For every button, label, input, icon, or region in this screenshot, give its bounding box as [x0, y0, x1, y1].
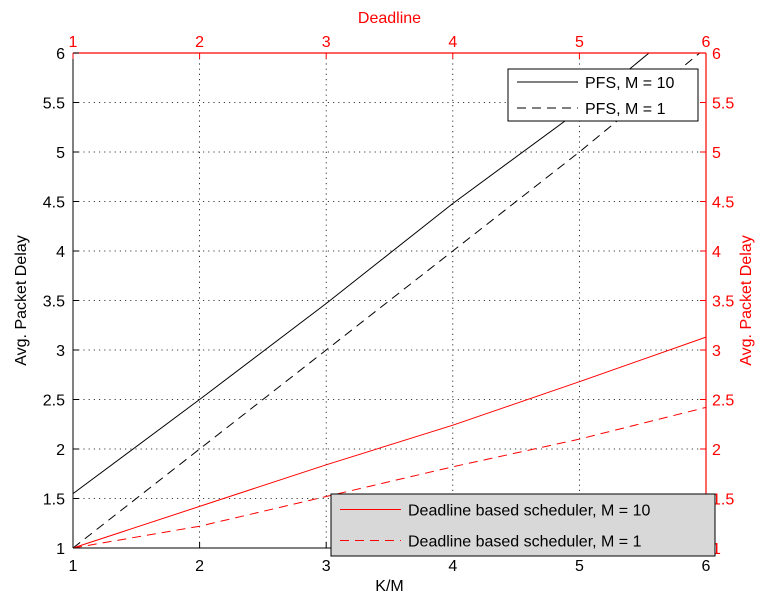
- y-axis-label: Avg. Packet Delay: [13, 235, 30, 365]
- legend-entry-label: PFS, M = 1: [585, 101, 666, 118]
- y-tick-label: 3.5: [43, 294, 65, 311]
- y-tick-label: 6: [56, 46, 65, 63]
- x-tick-label: 1: [69, 558, 78, 575]
- legend-entry-label: PFS, M = 10: [585, 75, 674, 92]
- top-tick-label: 4: [448, 34, 457, 51]
- x-tick-label: 4: [448, 558, 457, 575]
- x-tick-label: 5: [575, 558, 584, 575]
- right-tick-label: 3: [712, 343, 721, 360]
- x-tick-label: 3: [322, 558, 331, 575]
- right-tick-label: 5.5: [712, 96, 734, 113]
- legend-bottom-right: Deadline based scheduler, M = 10 Deadline…: [330, 493, 716, 557]
- legend-entry-label: Deadline based scheduler, M = 10: [408, 503, 650, 520]
- y-tick-label: 5: [56, 145, 65, 162]
- x-axis-label: K/M: [375, 578, 403, 595]
- right-tick-label: 5: [712, 145, 721, 162]
- series-line-2: [72, 336, 707, 549]
- y-tick-label: 3: [56, 343, 65, 360]
- x-tick-label: 2: [195, 558, 204, 575]
- y-tick-label: 1.5: [43, 492, 65, 509]
- series-line-3: [72, 406, 707, 549]
- y-tick-label: 2: [56, 442, 65, 459]
- right-tick-label: 1: [712, 541, 721, 558]
- right-tick-label: 3.5: [712, 294, 734, 311]
- y-tick-label: 4: [56, 244, 65, 261]
- y-tick-label: 5.5: [43, 96, 65, 113]
- legend-entry-label: Deadline based scheduler, M = 1: [408, 534, 642, 551]
- right-tick-label: 6: [712, 46, 721, 63]
- right-tick-label: 4: [712, 244, 721, 261]
- right-tick-label: 4.5: [712, 195, 734, 212]
- series-line-1: [72, 52, 701, 549]
- top-axis-label: Deadline: [358, 10, 421, 27]
- y-tick-label: 1: [56, 541, 65, 558]
- top-tick-label: 1: [69, 34, 78, 51]
- x-tick-label: 6: [702, 558, 711, 575]
- y-tick-label: 2.5: [43, 393, 65, 410]
- legend-box: [507, 68, 699, 122]
- right-tick-label: 2: [712, 442, 721, 459]
- top-tick-label: 2: [195, 34, 204, 51]
- top-tick-label: 3: [322, 34, 331, 51]
- right-tick-label: 1.5: [712, 492, 734, 509]
- legend-top-right: PFS, M = 10 PFS, M = 1: [507, 68, 699, 122]
- top-tick-label: 6: [702, 34, 711, 51]
- y-tick-label: 4.5: [43, 195, 65, 212]
- legend-box: [330, 493, 716, 557]
- top-tick-label: 5: [575, 34, 584, 51]
- right-tick-label: 2.5: [712, 393, 734, 410]
- right-axis-label: Avg. Packet Delay: [738, 235, 755, 365]
- plot-area: [73, 53, 706, 548]
- tick-labels: 1 2 3 4 5 61 2 3 4 5 611.522.533.544.555.5611.522.…: [43, 34, 735, 575]
